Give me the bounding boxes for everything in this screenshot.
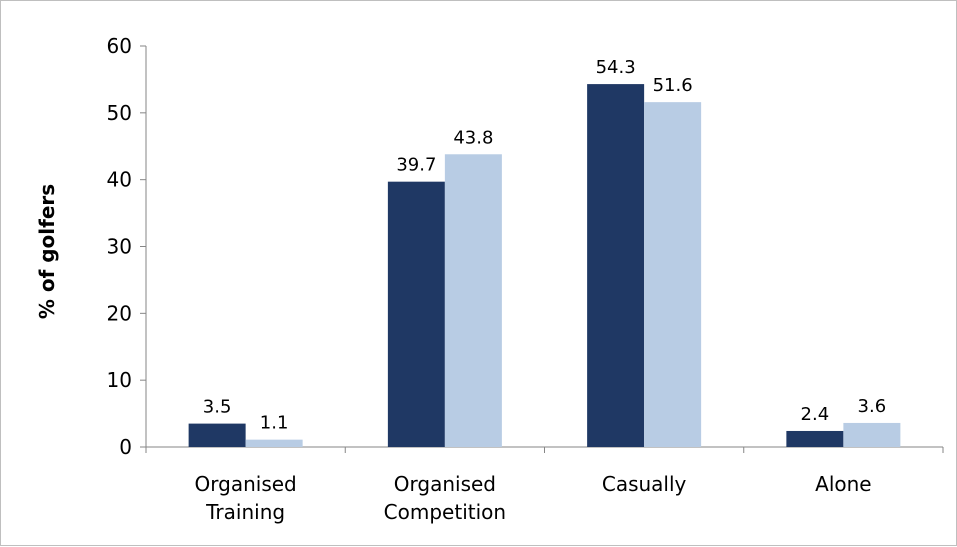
x-category-label-line: Training [205, 500, 285, 524]
bar [843, 422, 901, 447]
data-label: 3.5 [203, 397, 232, 418]
x-category-label: Organised Training [195, 472, 297, 524]
data-label: 51.6 [653, 75, 693, 96]
x-category-label-line: Organised [195, 472, 297, 496]
y-tick-label: 0 [119, 435, 132, 459]
x-category-label-line: Organised [394, 472, 496, 496]
bar [587, 84, 645, 447]
bar [245, 439, 303, 447]
x-category-label: Alone [815, 472, 871, 496]
axes: 0 10 20 30 40 50 60 Organised Training Organised C… [35, 34, 944, 524]
data-label: 3.6 [858, 396, 887, 417]
x-category-label-line: Competition [384, 500, 506, 524]
bar [188, 423, 246, 447]
bars [188, 84, 901, 447]
y-tick-label: 20 [107, 301, 132, 325]
data-label: 1.1 [260, 413, 289, 434]
data-label: 43.8 [453, 127, 493, 148]
x-category-label-line: Alone [815, 472, 871, 496]
data-label: 39.7 [396, 155, 436, 176]
x-category-label-line: Casually [602, 472, 687, 496]
y-axis-title: % of golfers [35, 184, 59, 319]
bar [444, 154, 502, 447]
data-label: 2.4 [801, 404, 830, 425]
y-tick-label: 60 [107, 34, 132, 58]
x-category-label: Organised Competition [384, 472, 506, 524]
y-tick-label: 40 [107, 168, 132, 192]
y-tick-label: 10 [107, 368, 132, 392]
bar [644, 102, 702, 447]
y-tick-label: 30 [107, 235, 132, 259]
y-tick-label: 50 [107, 101, 132, 125]
x-category-label: Casually [602, 472, 687, 496]
bar [387, 181, 445, 447]
data-label: 54.3 [596, 57, 636, 78]
bar [786, 430, 844, 447]
labels: 3.5 1.1 39.7 43.8 54.3 51.6 2.4 3.6 [203, 57, 886, 434]
